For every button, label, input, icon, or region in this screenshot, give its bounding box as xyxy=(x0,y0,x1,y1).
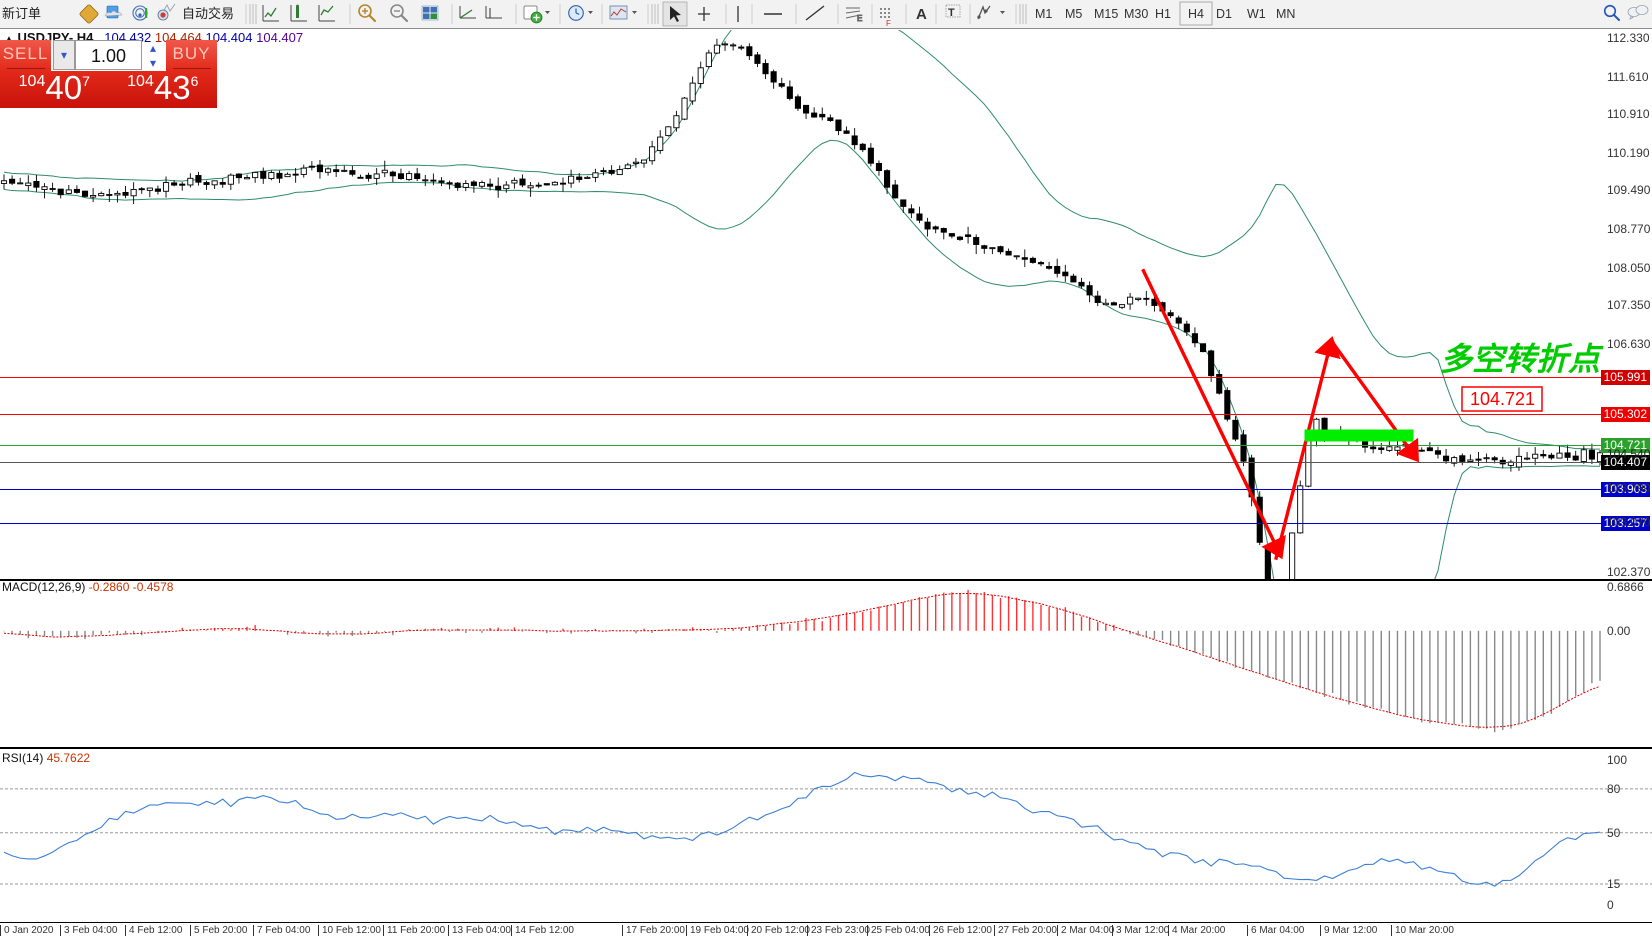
svg-text:A: A xyxy=(916,6,927,23)
svg-text:MN: MN xyxy=(1276,7,1295,21)
svg-text:新订单: 新订单 xyxy=(2,6,41,21)
svg-text:自动交易: 自动交易 xyxy=(182,6,234,21)
svg-text:M5: M5 xyxy=(1065,7,1082,21)
svg-text:W1: W1 xyxy=(1247,7,1266,21)
svg-text:M30: M30 xyxy=(1124,7,1148,21)
svg-text:多空转折点: 多空转折点 xyxy=(1440,341,1604,377)
svg-text:H4: H4 xyxy=(1188,7,1204,21)
svg-text:E: E xyxy=(857,14,862,23)
svg-text:M1: M1 xyxy=(1035,7,1052,21)
svg-text:D1: D1 xyxy=(1216,7,1232,21)
svg-text:104.721: 104.721 xyxy=(1470,389,1535,409)
svg-text:H1: H1 xyxy=(1155,7,1171,21)
svg-text:M15: M15 xyxy=(1094,7,1118,21)
svg-text:F: F xyxy=(886,19,891,28)
svg-text:T: T xyxy=(948,7,955,19)
